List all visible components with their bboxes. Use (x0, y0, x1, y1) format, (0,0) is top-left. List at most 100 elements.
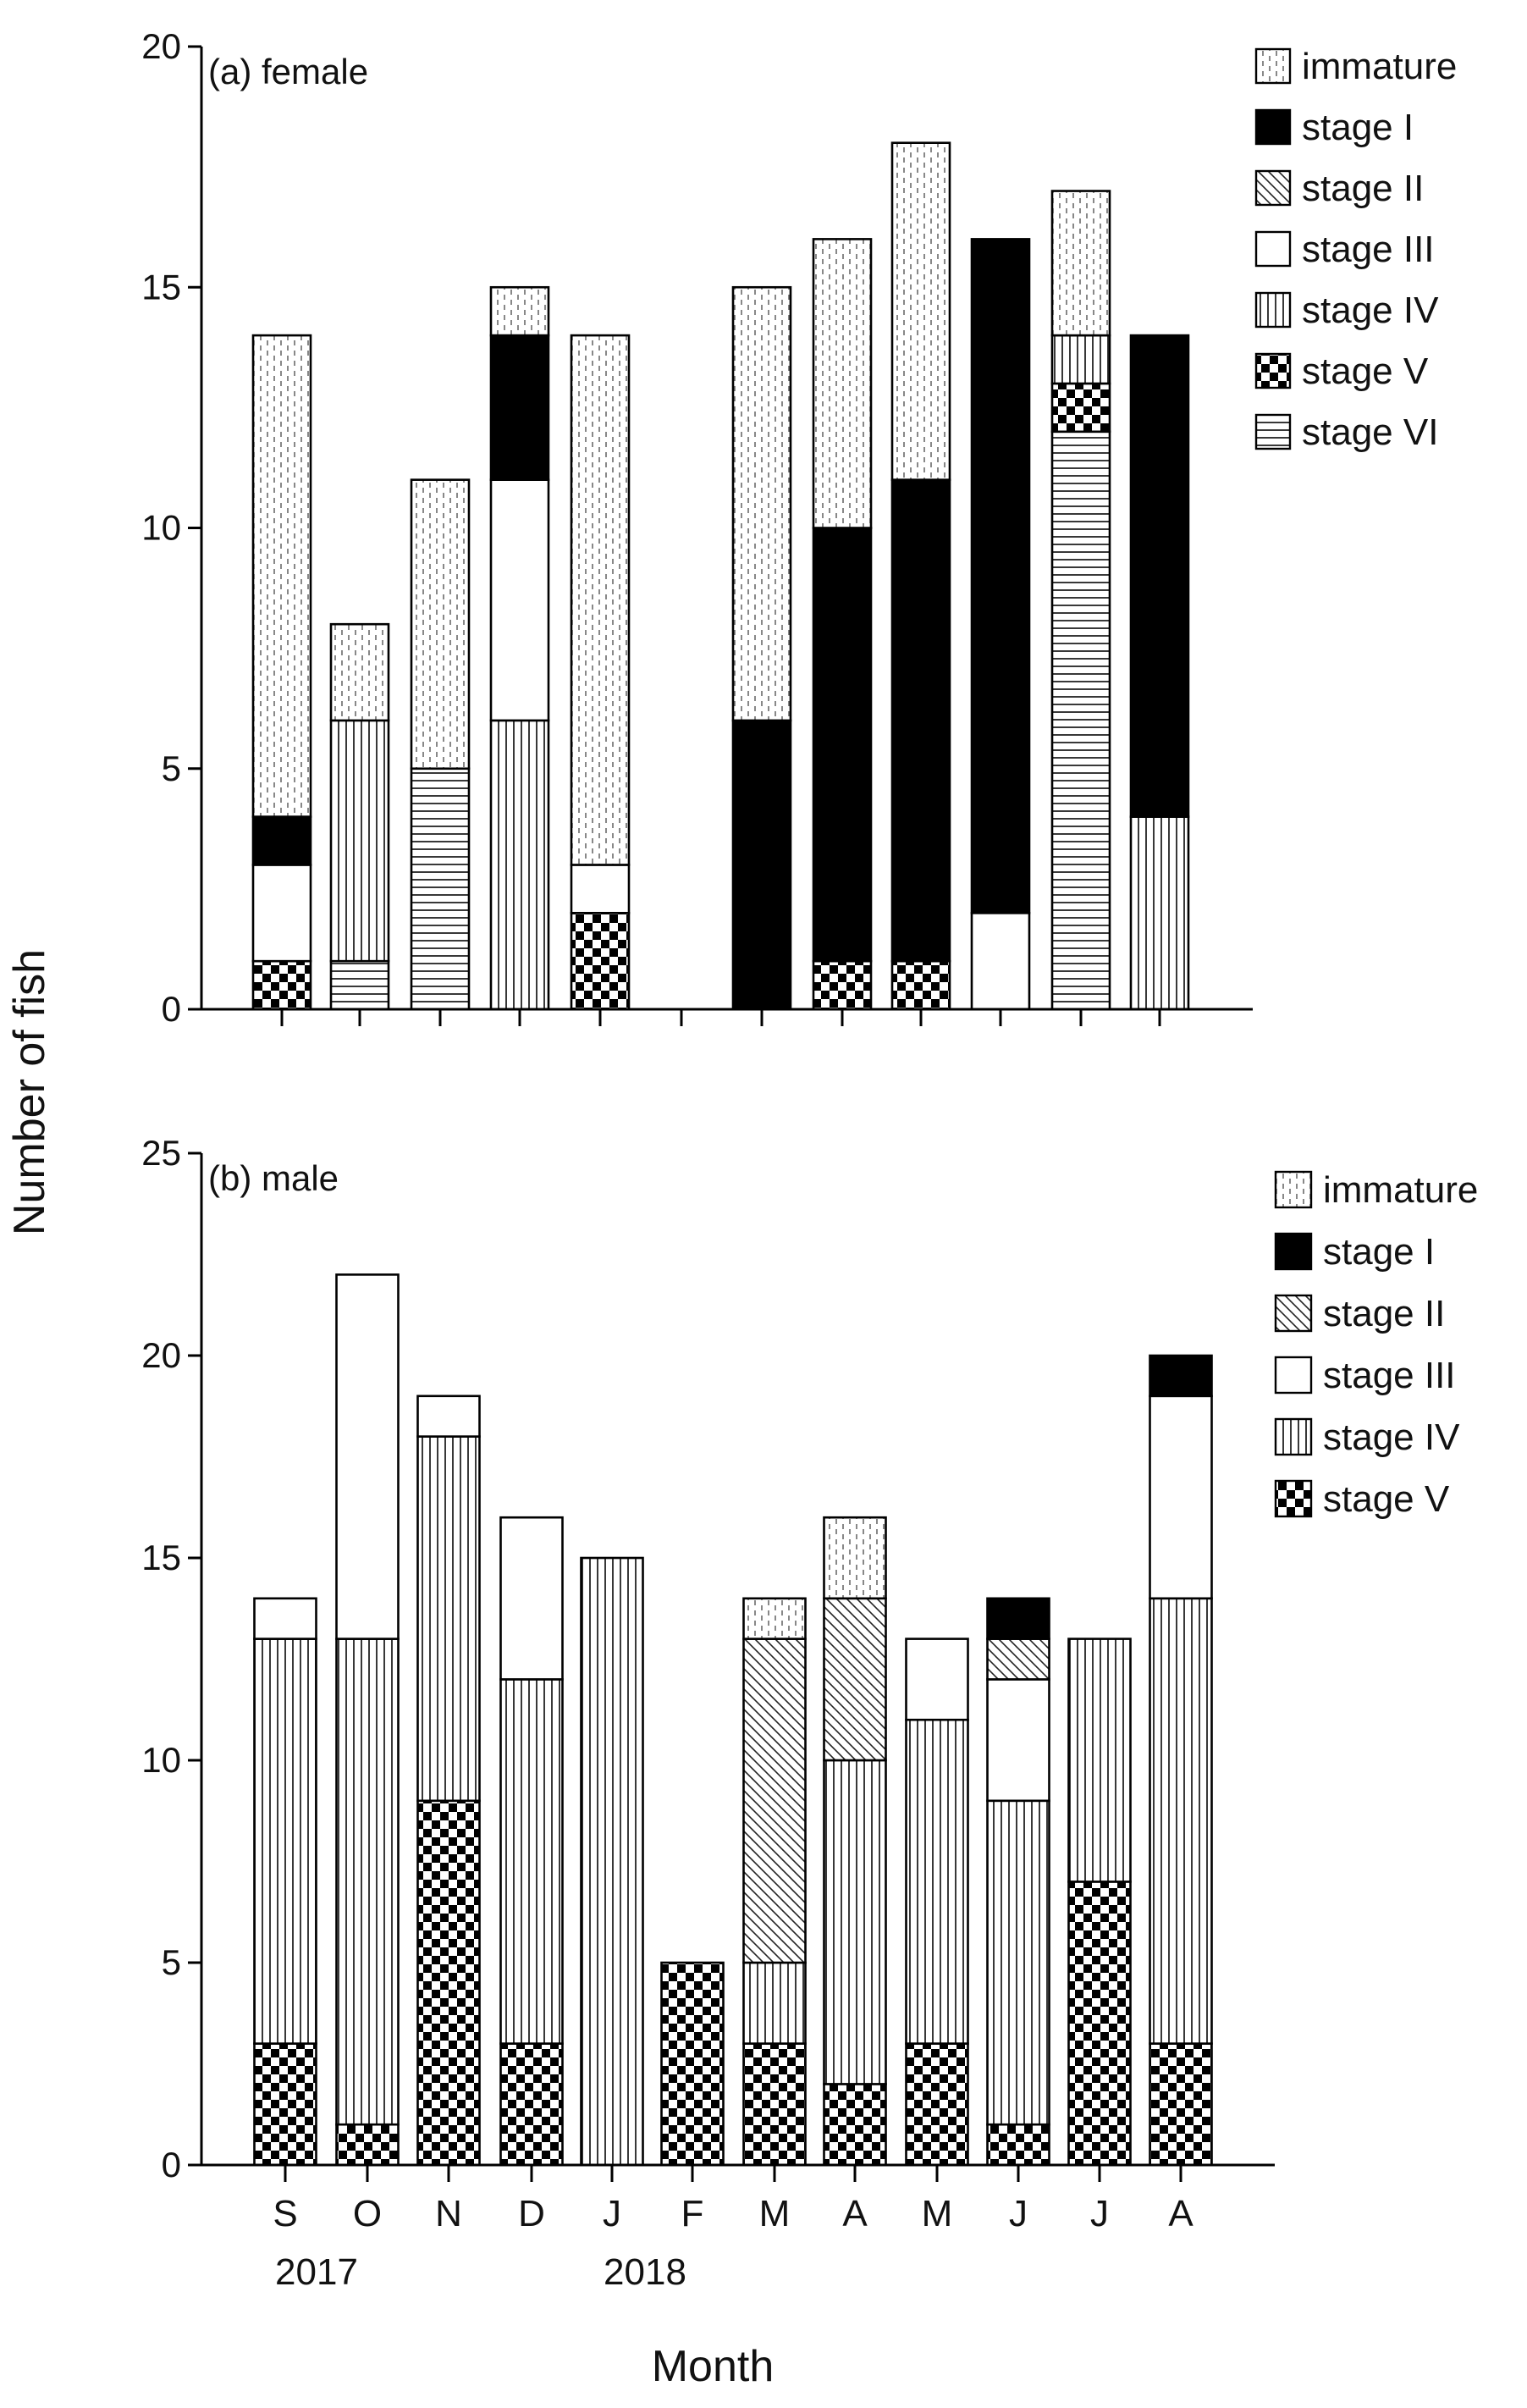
bar-stage-iii-4 (489, 478, 550, 722)
legend-swatch-immature (1254, 47, 1292, 85)
legend-swatch-stage-iv (1274, 1417, 1313, 1456)
bar-stage-vi-3 (410, 767, 471, 1011)
bar-immature-8 (823, 1516, 887, 1600)
bar-stage-iii-3 (416, 1395, 481, 1438)
year-label-2018: 2018 (604, 2251, 686, 2293)
bar-stage-v-4 (499, 2042, 564, 2167)
bar-stage-iv-4 (489, 719, 550, 1011)
legend-swatch-stage-ii (1274, 1294, 1313, 1333)
month-label: S (273, 2193, 297, 2234)
legend-swatch-stage-v (1274, 1479, 1313, 1518)
bar-stage-iii-10 (986, 1678, 1050, 1803)
bar-stage-v-3 (416, 1799, 481, 2167)
bar-stage-iv-5 (580, 1556, 644, 2167)
bar-immature-7 (742, 1597, 807, 1640)
bar-stage-ii-10 (986, 1638, 1050, 1681)
month-label: M (922, 2193, 953, 2234)
bar-stage-v-12 (1149, 2042, 1213, 2167)
bar-stage-iv-11 (1067, 1638, 1132, 1883)
month-label: N (435, 2193, 462, 2234)
bar-stage-v-8 (823, 2083, 887, 2167)
bar-stage-iii-5 (570, 864, 631, 914)
bar-stage-v-9 (890, 959, 951, 1011)
bar-immature-2 (329, 622, 390, 722)
legend-label-stage-i: stage I (1302, 107, 1414, 148)
y-tick-label: 0 (162, 2145, 181, 2184)
bar-immature-9 (890, 141, 951, 481)
y-tick-label: 15 (141, 267, 181, 307)
bar-stage-v-2 (335, 2123, 400, 2167)
legend-label-immature: immature (1323, 1169, 1478, 1211)
bar-stage-iii-4 (499, 1516, 564, 1681)
bar-stage-v-5 (570, 912, 631, 1011)
bar-stage-iv-4 (499, 1678, 564, 2045)
bar-stage-iii-1 (251, 864, 312, 963)
bar-stage-i-10 (970, 238, 1031, 914)
y-tick-label: 10 (141, 508, 181, 548)
legend-label-stage-v: stage V (1323, 1478, 1450, 1520)
bar-stage-v-11 (1067, 1881, 1132, 2167)
legend-swatch-stage-vi (1254, 413, 1292, 450)
bar-stage-v-8 (812, 959, 873, 1011)
bar-immature-1 (251, 334, 312, 818)
legend-swatch-stage-i (1254, 108, 1292, 146)
legend-label-stage-i: stage I (1323, 1231, 1435, 1273)
month-label: A (1168, 2193, 1193, 2234)
bar-stage-i-8 (812, 527, 873, 963)
bar-stage-v-6 (660, 1961, 725, 2167)
month-label: D (518, 2193, 545, 2234)
legend-swatch-stage-iv (1254, 291, 1292, 329)
legend-label-stage-v: stage V (1302, 351, 1429, 392)
bar-stage-iv-10 (986, 1799, 1050, 2126)
y-tick-label: 20 (141, 1335, 181, 1375)
bar-immature-11 (1050, 190, 1111, 337)
legend-swatch-stage-iii (1254, 230, 1292, 268)
bar-stage-iv-2 (329, 719, 390, 963)
bar-stage-i-12 (1149, 1354, 1213, 1398)
bar-immature-7 (731, 285, 792, 722)
bar-stage-vi-2 (329, 959, 390, 1011)
bar-stage-v-9 (905, 2042, 969, 2167)
y-tick-label: 5 (162, 748, 181, 788)
bar-stage-v-10 (986, 2123, 1050, 2167)
bar-immature-4 (489, 285, 550, 337)
legend-label-stage-iv: stage IV (1302, 290, 1439, 331)
month-label: J (1090, 2193, 1109, 2234)
legend-label-stage-ii: stage II (1323, 1293, 1445, 1334)
legend-swatch-stage-iii (1274, 1356, 1313, 1395)
legend-label-stage-iii: stage III (1302, 229, 1435, 270)
legend-label-stage-iv: stage IV (1323, 1417, 1460, 1458)
bar-stage-iii-12 (1149, 1395, 1213, 1600)
y-tick-label: 15 (141, 1538, 181, 1577)
legend-swatch-stage-i (1274, 1232, 1313, 1271)
bar-stage-iv-12 (1129, 815, 1190, 1011)
bar-stage-iv-12 (1149, 1597, 1213, 2045)
bar-stage-iv-9 (905, 1718, 969, 2045)
bar-stage-i-1 (251, 815, 312, 866)
month-label: A (842, 2193, 868, 2234)
panel-label: (b) male (208, 1158, 339, 1198)
bar-stage-v-7 (742, 2042, 807, 2167)
legend-swatch-stage-v (1254, 352, 1292, 389)
legend-label-stage-iii: stage III (1323, 1355, 1456, 1396)
y-tick-label: 25 (141, 1133, 181, 1173)
bar-immature-3 (410, 478, 471, 770)
legend-swatch-immature (1274, 1170, 1313, 1209)
bar-stage-iv-11 (1050, 334, 1111, 385)
month-label: J (603, 2193, 621, 2234)
bar-immature-5 (570, 334, 631, 866)
bar-stage-i-7 (731, 719, 792, 1011)
y-axis-title: Number of fish (5, 949, 54, 1235)
month-label: F (681, 2193, 704, 2234)
bar-stage-v-1 (253, 2042, 317, 2167)
panel-female: 0 5 10 15 20 (a) female immature stage I stage I… (141, 26, 1457, 1029)
month-label: J (1009, 2193, 1028, 2234)
bar-stage-ii-8 (823, 1597, 887, 1762)
bar-stage-ii-7 (742, 1638, 807, 1964)
legend-label-stage-vi: stage VI (1302, 411, 1438, 453)
y-tick-label: 5 (162, 1942, 181, 1982)
y-tick-label: 20 (141, 26, 181, 66)
bar-stage-i-9 (890, 478, 951, 963)
bar-stage-iii-1 (253, 1597, 317, 1640)
